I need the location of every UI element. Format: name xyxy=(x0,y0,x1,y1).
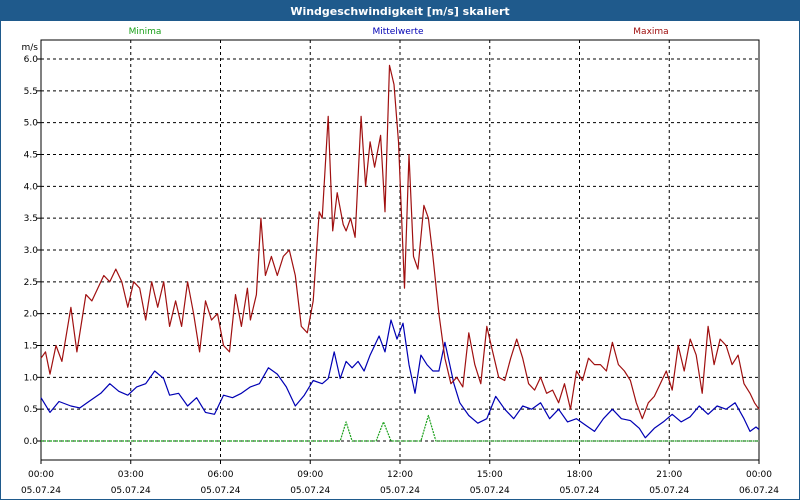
y-tick-label: 3.0 xyxy=(24,246,39,256)
series-line-maxima xyxy=(40,64,760,420)
y-tick-label: 5.0 xyxy=(24,119,39,129)
x-tick-time: 21:00 xyxy=(656,470,682,480)
x-tick-time: 12:00 xyxy=(387,470,413,480)
y-tick-label: 2.5 xyxy=(24,278,38,288)
x-tick-date: 06.07.24 xyxy=(739,486,779,496)
x-tick-time: 00:00 xyxy=(28,470,54,480)
y-tick-label: 0.0 xyxy=(24,437,39,447)
x-tick-date: 05.07.24 xyxy=(380,486,420,496)
x-tick-date: 05.07.24 xyxy=(290,486,330,496)
y-tick-label: 2.0 xyxy=(24,310,39,320)
x-tick-date: 05.07.24 xyxy=(559,486,599,496)
y-tick-label: 4.0 xyxy=(24,182,39,192)
series-line-minima xyxy=(41,414,759,442)
legend-minima: Minima xyxy=(129,27,162,37)
y-tick-label: 0.5 xyxy=(24,405,38,415)
y-tick-label: 3.5 xyxy=(24,214,38,224)
x-tick-time: 00:00 xyxy=(746,470,772,480)
x-tick-time: 09:00 xyxy=(297,470,323,480)
x-tick-date: 05.07.24 xyxy=(111,486,151,496)
x-tick-time: 18:00 xyxy=(567,470,593,480)
series-line-mittelwerte xyxy=(40,319,760,439)
x-tick-date: 05.07.24 xyxy=(649,486,689,496)
x-tick-date: 05.07.24 xyxy=(200,486,240,496)
y-tick-label: 1.0 xyxy=(24,373,39,383)
legend-mittelwerte: Mittelwerte xyxy=(372,27,423,37)
x-tick-date: 05.07.24 xyxy=(21,486,61,496)
y-tick-label: 1.5 xyxy=(24,342,38,352)
y-axis-label: m/s xyxy=(22,43,39,53)
legend-maxima: Maxima xyxy=(633,27,668,37)
y-tick-label: 5.5 xyxy=(24,87,38,97)
x-tick-time: 03:00 xyxy=(118,470,144,480)
x-tick-time: 06:00 xyxy=(208,470,234,480)
x-tick-date: 05.07.24 xyxy=(470,486,510,496)
chart-title: Windgeschwindigkeit [m/s] skaliert xyxy=(1,1,799,21)
y-tick-label: 6.0 xyxy=(24,55,39,65)
y-tick-label: 4.5 xyxy=(24,151,38,161)
x-tick-time: 15:00 xyxy=(477,470,503,480)
